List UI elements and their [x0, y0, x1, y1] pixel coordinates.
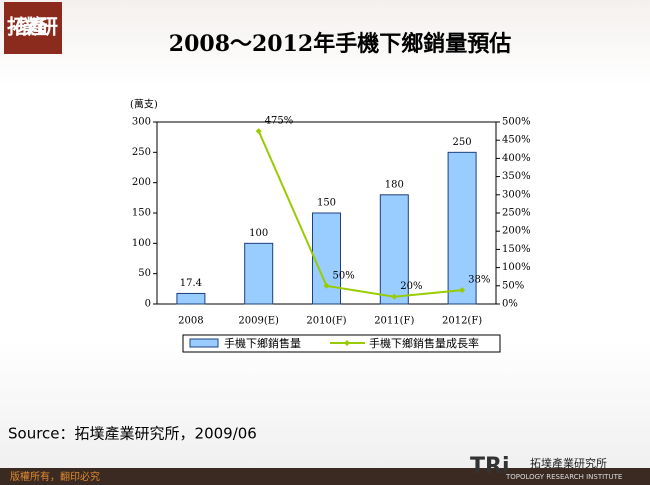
bar-value-label: 150: [317, 198, 336, 209]
x-tick-label: 2011(F): [374, 316, 414, 327]
y-tick-label: 100: [132, 238, 151, 249]
y-tick-label: 250: [132, 147, 151, 158]
line: [257, 130, 463, 298]
footer: 版權所有，翻印必究: [10, 470, 100, 483]
y2-tick-label: 450%: [502, 135, 531, 146]
x-tick-label: 2010(F): [306, 316, 346, 327]
y-tick-label: 0: [145, 299, 151, 310]
legend-swatch: [189, 338, 219, 348]
line-value-label: 50%: [333, 270, 355, 281]
logo-box: [4, 2, 62, 54]
x-tick-label: 2012(F): [442, 316, 482, 327]
x-tick-label: 2008: [178, 316, 203, 327]
y2-tick-label: 0%: [502, 299, 518, 310]
bar-value-label: 180: [385, 179, 404, 190]
legend-label: 手機下鄉銷售量成長率: [369, 336, 479, 350]
y-axis-label: (萬支): [130, 98, 158, 111]
bar-value-label: 17.4: [180, 278, 202, 289]
line-value-label: 475%: [265, 116, 294, 127]
x-tick-label: 2009(E): [238, 316, 279, 327]
y2-tick-label: 400%: [502, 153, 531, 164]
bar: [244, 242, 274, 305]
line-marker: [255, 128, 262, 135]
logo: 拓墣產研: [7, 15, 59, 39]
y2-tick-label: 500%: [502, 117, 531, 128]
bar: [312, 212, 341, 305]
bar-value-label: 100: [249, 228, 268, 239]
bar-value-label: 250: [453, 137, 472, 148]
bar: [176, 292, 206, 305]
line-marker: [391, 293, 398, 300]
line-marker: [459, 287, 466, 294]
y2-tick-label: 150%: [502, 244, 531, 255]
y-tick-label: 150: [132, 208, 151, 219]
y2-tick-label: 200%: [502, 226, 531, 237]
line-marker: [323, 282, 330, 289]
y-tick-label: 200: [132, 177, 151, 188]
legend-label: 手機下鄉銷售量: [224, 336, 301, 350]
brand-sub: TOPOLOGY RESEARCH INSTITUTE: [505, 473, 622, 481]
y2-tick-label: 50%: [502, 280, 524, 291]
bar: [447, 151, 477, 305]
footer-bar: [0, 468, 650, 485]
chart-title: 2008～2012年手機下鄉銷量預估: [169, 31, 511, 57]
line-value-label: 38%: [468, 275, 490, 286]
legend-swatch-marker: [344, 340, 350, 346]
y-tick-label: 300: [132, 117, 151, 128]
y2-tick-label: 100%: [502, 262, 531, 273]
brand-mark: TRi: [470, 454, 510, 479]
bar: [379, 194, 409, 305]
y-tick-label: 50: [138, 268, 151, 279]
y2-tick-label: 250%: [502, 208, 531, 219]
y2-tick-label: 300%: [502, 189, 531, 200]
line-value-label: 20%: [400, 281, 422, 292]
y2-tick-label: 350%: [502, 171, 531, 182]
source: Source：拓墣產業研究所，2009/06: [8, 425, 257, 443]
brand-name: 拓墣產業研究所: [530, 456, 607, 470]
